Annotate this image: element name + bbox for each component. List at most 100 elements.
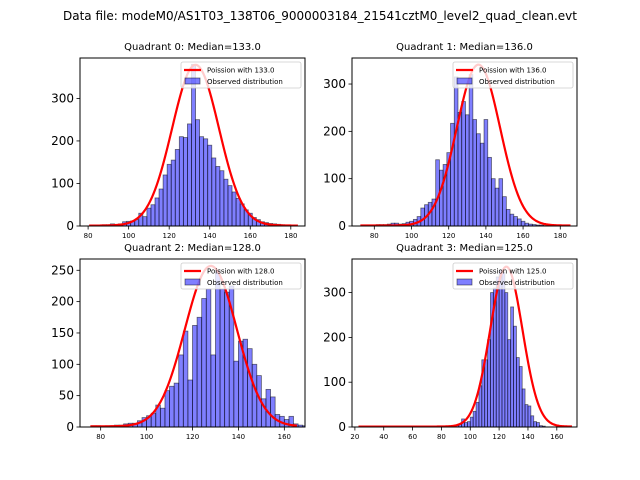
histogram-bar	[465, 114, 470, 226]
subplot-title: Quadrant 3: Median=125.0	[396, 243, 533, 254]
legend-box	[452, 61, 574, 89]
histogram-bar	[536, 422, 540, 427]
histogram-bar	[494, 187, 500, 226]
plot-area	[360, 63, 571, 226]
x-tick-label: 140	[479, 232, 492, 240]
histogram-bar	[478, 385, 483, 427]
y-tick-label: 200	[323, 330, 346, 344]
histogram-bar	[472, 410, 477, 427]
y-tick-label: 0	[338, 219, 346, 233]
histogram-bar	[517, 218, 522, 226]
y-tick-label: 100	[51, 357, 74, 371]
x-tick-label: 80	[437, 433, 446, 441]
histogram-bar	[520, 220, 526, 226]
x-tick-label: 100	[405, 232, 418, 240]
y-tick-label: 200	[51, 134, 74, 148]
histogram-bar	[513, 325, 517, 427]
legend-label-observed: Observed distribution	[479, 279, 555, 287]
histogram-bar	[211, 157, 217, 226]
axes-frame	[351, 258, 578, 428]
histogram-bar	[495, 276, 500, 427]
histogram-bar	[187, 123, 192, 226]
legend: Poission with 128.0 Observed distribution	[180, 262, 302, 290]
histogram-bar	[170, 159, 176, 226]
legend: Poission with 136.0 Observed distribution	[452, 61, 574, 89]
plot-area	[90, 264, 312, 427]
plot-area	[89, 63, 298, 226]
legend: Poission with 125.0 Observed distribution	[452, 262, 574, 290]
histogram-bar	[483, 119, 489, 226]
x-tick-label: 80	[84, 232, 93, 240]
poisson-curve	[90, 264, 298, 427]
x-tick-label: 140	[203, 232, 216, 240]
subplot-quadrant-0: Quadrant 0: Median=133.0 80 100 120 140 160 18…	[51, 42, 306, 240]
histogram-bar	[215, 166, 221, 226]
histogram-bar	[464, 422, 468, 427]
histogram-bar	[235, 197, 241, 226]
y-tick-label: 250	[51, 263, 74, 277]
histogram-bar	[487, 156, 492, 226]
y-tick-label: 0	[66, 219, 74, 233]
x-tick-label: 120	[163, 232, 176, 240]
subplot-title: Quadrant 1: Median=136.0	[396, 42, 533, 53]
legend-box	[180, 61, 302, 89]
x-tick-label: 80	[370, 232, 379, 240]
histogram-bar	[533, 421, 538, 427]
legend-label-poisson: Poission with 136.0	[479, 67, 547, 75]
histogram-bar	[265, 388, 271, 427]
histogram-bar	[223, 178, 229, 226]
histogram-bar	[227, 185, 233, 226]
histogram-bar	[196, 316, 203, 427]
histogram-bar	[166, 163, 172, 226]
y-tick-label: 50	[59, 389, 74, 403]
histogram-bar	[187, 379, 193, 427]
histogram-bar	[150, 204, 156, 226]
histogram-bar	[192, 325, 198, 427]
histogram-bar	[178, 354, 184, 427]
histogram-bar	[453, 76, 459, 226]
histogram-bar	[518, 366, 523, 427]
histogram-bar	[468, 74, 474, 226]
x-tick-label: 80	[96, 433, 105, 441]
legend-label-observed: Observed distribution	[207, 279, 283, 287]
y-tick-label: 100	[323, 172, 346, 186]
poisson-curve	[360, 63, 571, 226]
histogram-bar	[210, 354, 216, 427]
y-tick-label: 200	[323, 124, 346, 138]
legend-label-observed: Observed distribution	[207, 78, 283, 86]
plot-area	[358, 265, 572, 427]
y-tick-label: 100	[323, 375, 346, 389]
legend-label-poisson: Poission with 128.0	[207, 268, 275, 276]
histogram-bar	[502, 196, 507, 226]
histogram-bar	[509, 213, 515, 226]
legend-bar-swatch	[184, 77, 201, 85]
y-tick-label: 100	[51, 176, 74, 190]
legend-label-poisson: Poission with 125.0	[479, 268, 547, 276]
histogram-bar	[182, 137, 188, 226]
x-tick-label: 160	[244, 232, 257, 240]
x-tick-label: 100	[122, 232, 135, 240]
histogram-bar	[154, 197, 160, 226]
histogram-bar	[307, 426, 312, 427]
histogram-bar	[516, 357, 520, 427]
histogram-bar	[479, 142, 485, 226]
histogram-bar	[487, 339, 491, 427]
legend-bar-swatch	[184, 278, 201, 286]
histogram-bar	[420, 207, 425, 226]
poisson-curve	[358, 265, 572, 427]
histogram-bar	[270, 396, 276, 427]
x-tick-label: 180	[554, 232, 567, 240]
x-tick-label: 40	[379, 433, 388, 441]
x-tick-label: 100	[464, 433, 477, 441]
histogram-bar	[215, 269, 221, 427]
histogram-bar	[158, 188, 164, 226]
histogram-bar	[475, 401, 480, 427]
y-tick-label: 0	[66, 420, 74, 434]
axes-frame	[351, 57, 578, 227]
histogram-bar	[472, 119, 477, 226]
histogram-bar	[238, 340, 244, 427]
histogram-bar	[195, 119, 200, 226]
histogram-bar	[288, 415, 294, 427]
histogram-bar	[527, 405, 532, 427]
